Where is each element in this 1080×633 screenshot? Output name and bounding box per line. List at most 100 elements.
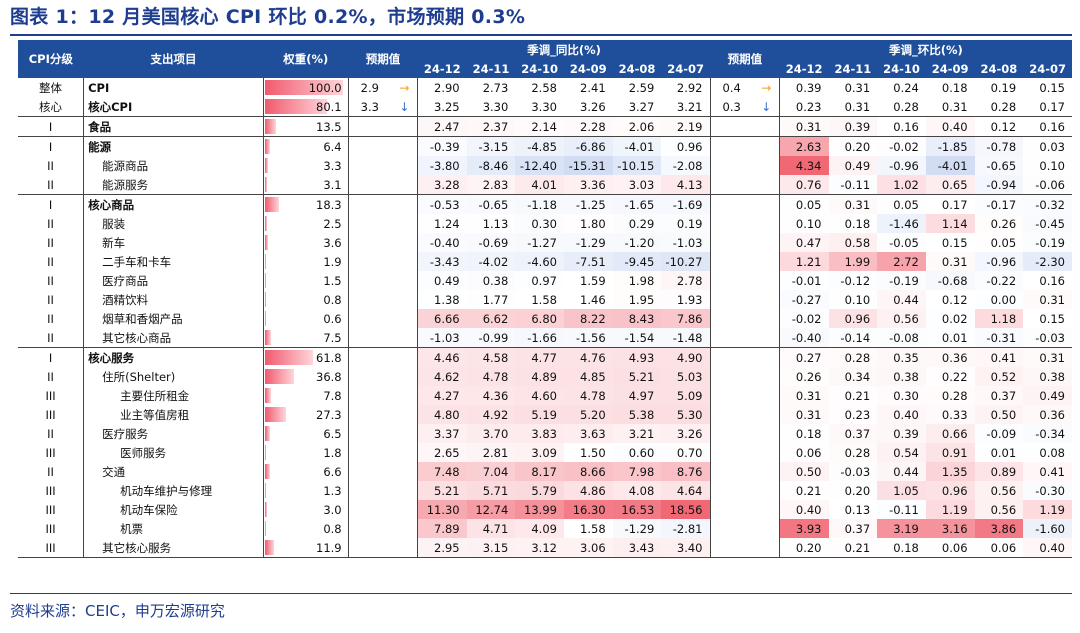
header-mom-period: 24-11 [828,59,878,78]
mom-value: 0.20 [779,538,829,558]
weight-cell: 11.9 [263,538,349,558]
yoy-value: 11.30 [417,500,467,519]
cpi-level: I [18,194,85,214]
weight-value: 100.0 [308,80,342,95]
mom-value: 0.40 [925,116,975,137]
mom-value: -0.02 [779,309,829,328]
table-row: III 机动车维护与修理 1.3 5.21 5.71 5.79 4.86 4.08 4.64 0.… [18,481,1072,500]
yoy-value: 5.21 [612,367,662,386]
mom-value: 0.12 [974,116,1024,137]
yoy-value: 4.93 [612,347,662,367]
yoy-value: -1.03 [417,328,467,348]
item-name: 能源商品 [83,156,264,175]
header-mom-period: 24-09 [925,59,975,78]
yoy-value: -12.40 [515,156,564,175]
yoy-value: 1.50 [563,443,613,462]
mom-value: 1.14 [925,214,975,233]
item-name: 其它核心商品 [83,328,264,348]
weight-bar [264,407,286,422]
weight-cell: 0.8 [263,519,349,538]
yoy-value: -6.86 [563,136,613,156]
yoy-value: 5.38 [612,405,662,424]
header-mom-period: 24-08 [974,59,1024,78]
cpi-level: II [18,175,85,195]
yoy-forecast: 3.3 ↓ [348,97,419,117]
mom-value: 0.18 [779,424,829,443]
mom-forecast [709,367,781,386]
header-weight: 权重(%) [263,40,349,78]
weight-bar [264,119,276,134]
mom-forecast: 0.4 → [709,78,781,97]
mom-value: 3.16 [925,519,975,538]
yoy-value: -4.02 [466,252,516,271]
table-row: III 主要住所租金 7.8 4.27 4.36 4.60 4.78 4.97 5.09 0.31… [18,386,1072,405]
yoy-value: 5.21 [417,481,467,500]
weight-cell: 1.8 [263,443,349,462]
mom-value: 0.50 [974,405,1024,424]
mom-value: 0.34 [828,367,878,386]
mom-value: -0.02 [877,136,926,156]
mom-value: 2.72 [877,252,926,271]
yoy-value: 4.90 [661,347,710,367]
mom-value: 0.38 [877,367,926,386]
weight-bar [264,99,327,114]
arrow-up-icon: → [399,80,410,95]
yoy-value: 6.62 [466,309,516,328]
item-name: 能源 [83,136,264,156]
weight-value: 36.8 [316,369,342,384]
mom-value: -0.94 [974,175,1024,195]
yoy-value: -1.69 [661,194,710,214]
yoy-value: 4.97 [612,386,662,405]
header-item: 支出项目 [83,40,264,78]
yoy-value: 4.13 [661,175,710,195]
mom-value: 1.35 [925,462,975,481]
yoy-value: -10.15 [612,156,662,175]
header-yoy-period: 24-10 [515,59,564,78]
yoy-value: 7.98 [612,462,662,481]
yoy-value: 5.71 [466,481,516,500]
yoy-value: 3.70 [466,424,516,443]
mom-value: -0.08 [877,328,926,348]
weight-cell: 100.0 [263,78,349,97]
header-mom-period: 24-12 [779,59,829,78]
mom-forecast-value: 0.3 [722,99,741,114]
item-name: 能源服务 [83,175,264,195]
yoy-value: 7.48 [417,462,467,481]
yoy-forecast-value: 2.9 [360,80,379,95]
yoy-value: 4.27 [417,386,467,405]
item-name: 核心CPI [83,97,264,117]
mom-forecast [709,481,781,500]
mom-value: 0.19 [990,80,1017,95]
mom-value: 0.41 [974,347,1024,367]
mom-value: 0.01 [925,328,975,348]
yoy-value: 1.93 [661,290,710,309]
yoy-value: 2.47 [417,116,467,137]
cpi-level: III [18,386,85,405]
mom-value: 0.41 [1023,462,1072,481]
mom-value: -0.27 [779,290,829,309]
item-name: 核心商品 [83,194,264,214]
weight-bar [264,369,294,384]
mom-forecast [709,194,781,214]
weight-bar [264,80,343,95]
yoy-value: 5.79 [515,481,564,500]
mom-value: 0.18 [941,80,968,95]
mom-value: 0.10 [779,214,829,233]
weight-value: 7.5 [323,330,342,345]
cpi-level: II [18,290,85,309]
yoy-value: 7.04 [466,462,516,481]
mom-value: 0.31 [779,386,829,405]
cpi-level: I [18,136,85,156]
weight-cell: 0.6 [263,309,349,328]
header-yoy-period: 24-09 [563,59,613,78]
weight-cell: 80.1 [263,97,349,117]
weight-cell: 6.5 [263,424,349,443]
table-row: III 其它核心服务 11.9 2.95 3.15 3.12 3.06 3.43 3.40 0.2… [18,538,1072,558]
mom-forecast [709,462,781,481]
mom-value: 0.08 [1023,443,1072,462]
mom-value: -0.03 [1023,328,1072,348]
item-name: 机动车保险 [83,500,264,519]
yoy-value: -1.54 [612,328,662,348]
table-row: 整体 CPI 100.0 2.9 → 2.90 2.73 2.58 2.41 2.59 2.92 0.… [18,78,1072,97]
cpi-level: II [18,328,85,348]
